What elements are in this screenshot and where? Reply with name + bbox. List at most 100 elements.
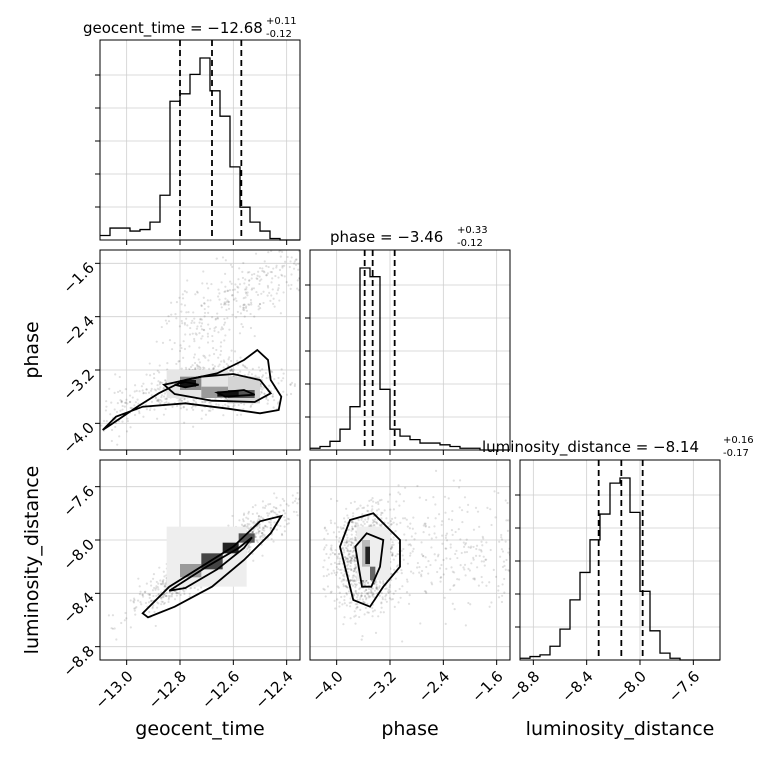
sample-point bbox=[154, 396, 158, 399]
sample-point bbox=[147, 391, 151, 394]
sample-point bbox=[330, 549, 333, 552]
sample-point bbox=[267, 265, 270, 269]
sample-point bbox=[374, 521, 378, 524]
sample-point bbox=[118, 375, 121, 379]
sample-point bbox=[395, 565, 399, 568]
sample-point bbox=[420, 575, 423, 578]
sample-point bbox=[385, 593, 388, 596]
density-cell bbox=[238, 533, 255, 543]
sample-point bbox=[193, 340, 196, 343]
density-cell bbox=[217, 391, 239, 397]
sample-point bbox=[359, 596, 362, 599]
sample-point bbox=[164, 407, 167, 411]
sample-point bbox=[227, 358, 230, 361]
sample-point bbox=[218, 298, 221, 301]
sample-point bbox=[377, 615, 380, 618]
sample-point bbox=[218, 292, 221, 295]
sample-point bbox=[330, 563, 333, 566]
sample-point bbox=[346, 567, 349, 570]
sample-point bbox=[142, 391, 145, 395]
sample-point bbox=[156, 387, 159, 390]
sample-point bbox=[418, 565, 421, 569]
sample-point bbox=[449, 546, 452, 549]
sample-point bbox=[207, 287, 210, 290]
grid-2-1 bbox=[310, 460, 510, 660]
sample-point bbox=[271, 393, 274, 396]
sample-point bbox=[282, 372, 285, 375]
sample-point bbox=[398, 504, 401, 507]
sample-point bbox=[296, 491, 299, 495]
sample-point bbox=[350, 601, 353, 604]
xlabel-geocent-time: geocent_time bbox=[135, 718, 264, 740]
sample-point bbox=[182, 406, 185, 409]
sample-point bbox=[259, 536, 262, 539]
sample-point bbox=[156, 586, 159, 589]
sample-point bbox=[341, 603, 344, 606]
xtick-label-luminosity_distance: −8.0 bbox=[612, 667, 650, 705]
sample-point bbox=[361, 512, 364, 516]
sample-point bbox=[366, 602, 369, 605]
sample-point bbox=[188, 595, 191, 598]
sample-point bbox=[383, 509, 386, 512]
sample-point bbox=[469, 603, 472, 606]
sample-point bbox=[242, 512, 246, 515]
sample-point bbox=[373, 589, 377, 592]
sample-point bbox=[242, 519, 245, 523]
sample-point bbox=[271, 277, 274, 280]
sample-point bbox=[350, 543, 353, 546]
sample-point bbox=[425, 498, 428, 502]
sample-point bbox=[291, 494, 294, 497]
sample-point bbox=[185, 317, 188, 320]
sample-point bbox=[129, 599, 132, 602]
sample-point bbox=[353, 569, 357, 572]
sample-point bbox=[505, 558, 508, 562]
sample-point bbox=[275, 513, 278, 516]
sample-point bbox=[277, 287, 280, 290]
sample-point bbox=[231, 370, 234, 373]
sample-point bbox=[182, 589, 185, 592]
sample-point bbox=[121, 408, 124, 411]
sample-point bbox=[246, 291, 249, 294]
sample-point bbox=[144, 601, 148, 605]
sample-point bbox=[346, 586, 349, 589]
sample-point bbox=[230, 367, 233, 371]
sample-point bbox=[418, 496, 421, 499]
sample-point bbox=[354, 563, 357, 566]
sample-point bbox=[454, 530, 457, 534]
sample-point bbox=[159, 583, 163, 586]
sample-point bbox=[161, 341, 165, 344]
sample-point bbox=[236, 359, 239, 362]
sample-point bbox=[503, 591, 506, 594]
sample-point bbox=[349, 568, 353, 572]
sample-point bbox=[180, 319, 183, 323]
sample-point bbox=[232, 298, 236, 301]
sample-point bbox=[129, 406, 132, 409]
sample-point bbox=[285, 393, 289, 396]
sample-point bbox=[200, 400, 204, 403]
sample-point bbox=[315, 259, 317, 261]
sample-point bbox=[400, 572, 403, 575]
sample-point bbox=[400, 549, 403, 552]
sample-point bbox=[373, 518, 377, 521]
sample-point bbox=[353, 567, 356, 570]
sample-point bbox=[301, 273, 303, 275]
sample-point bbox=[141, 593, 144, 596]
sample-point bbox=[175, 591, 179, 595]
sample-point bbox=[188, 333, 192, 336]
sample-point bbox=[409, 544, 413, 547]
sample-point bbox=[408, 593, 411, 597]
sample-point bbox=[229, 374, 232, 378]
sample-point bbox=[484, 558, 487, 561]
sample-point bbox=[236, 291, 239, 294]
sample-point bbox=[244, 306, 248, 309]
sample-point bbox=[132, 597, 136, 600]
sample-point bbox=[123, 405, 126, 408]
ytick-label-phase: −2.4 bbox=[60, 312, 98, 350]
sample-point bbox=[409, 554, 412, 557]
sample-point bbox=[260, 390, 263, 393]
sample-point bbox=[116, 390, 120, 394]
sample-point bbox=[382, 580, 385, 583]
grid-1-1 bbox=[305, 250, 510, 450]
sample-point bbox=[373, 582, 376, 585]
sample-point bbox=[241, 518, 245, 521]
